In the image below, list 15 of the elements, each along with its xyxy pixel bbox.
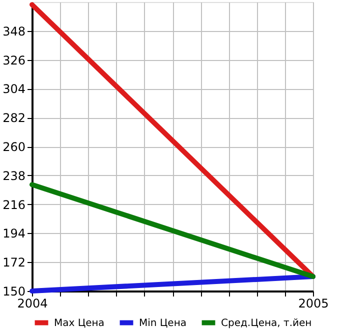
y-tick-label: 150 (2, 284, 26, 298)
y-tick-label: 348 (2, 24, 26, 38)
y-tick-label: 260 (2, 140, 26, 154)
y-tick-label: 326 (2, 53, 26, 68)
y-tick-label: 172 (2, 256, 26, 270)
y-tick-label: 216 (2, 198, 26, 212)
legend-label: Max Цена (54, 318, 104, 329)
y-tick-label: 238 (2, 168, 26, 183)
x-tick-label: 2004 (17, 296, 48, 310)
legend-label: Сред.Цена, т.йен (221, 318, 312, 329)
y-tick-label: 282 (2, 111, 26, 126)
x-tick-label: 2005 (298, 296, 329, 310)
y-tick-label: 194 (2, 226, 26, 241)
legend-label: Min Цена (139, 318, 187, 329)
y-tick-label: 304 (2, 82, 26, 96)
